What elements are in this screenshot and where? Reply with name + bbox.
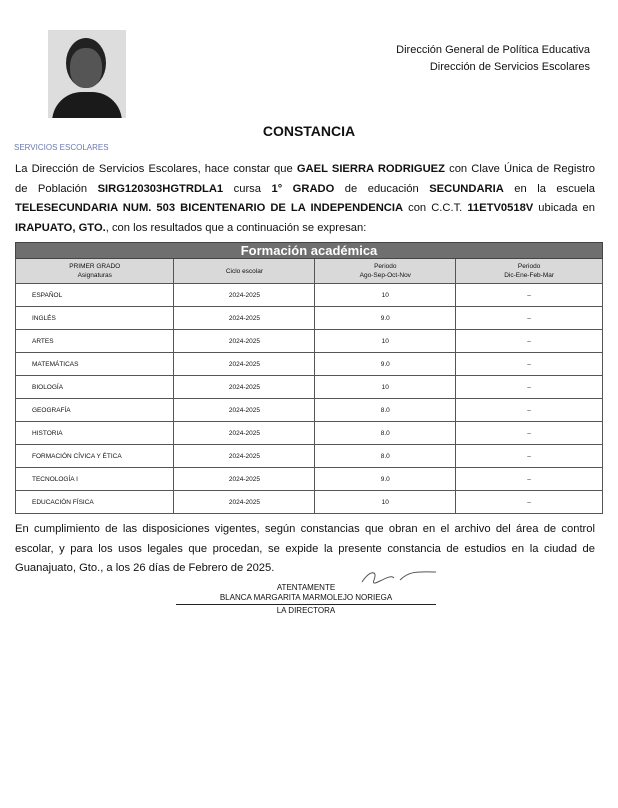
table-cell: BIOLOGÍA <box>14 375 175 399</box>
grade: 1° GRADO <box>271 182 335 195</box>
table-cell: 2024-2025 <box>173 375 316 399</box>
table-cell: INGLÉS <box>14 306 175 330</box>
student-name: GAEL SIERRA RODRIGUEZ <box>296 163 445 175</box>
table-cell: 10 <box>314 283 457 307</box>
header-line: Periodo <box>374 263 397 270</box>
table-cell: 9.0 <box>314 306 457 330</box>
closing-word: ATENTAMENTE <box>276 582 336 592</box>
table-row: INGLÉS 2024-2025 9.0– <box>14 306 603 330</box>
table-row: ESPAÑOL 2024-2025 10– <box>14 283 603 307</box>
signature-block: ATENTAMENTE BLANCA MARGARITA MARMOLEJO N… <box>176 583 436 616</box>
column-header: PRIMER GRADO Asignaturas <box>14 258 175 284</box>
table-cell: 8.0 <box>314 444 457 468</box>
table-cell: 10 <box>314 329 457 353</box>
table-cell: 2024-2025 <box>173 329 316 353</box>
table-cell: 10 <box>314 375 457 399</box>
stamp-text: SERVICIOS ESCOLARES <box>14 143 109 152</box>
table-cell: 2024-2025 <box>173 398 316 422</box>
table-cell: 2024-2025 <box>173 306 316 330</box>
table-row: EDUCACIÓN FÍSICA 2024-2025 10– <box>14 490 603 514</box>
text: La Dirección de Servicios Escolares, hac… <box>15 163 297 175</box>
table-cell: 10 <box>314 490 457 514</box>
document-body: La Dirección de Servicios Escolares, hac… <box>14 160 603 616</box>
column-header: Periodo Ago-Sep-Oct-Nov <box>314 258 457 284</box>
table-row: GEOGRAFÍA 2024-2025 8.0– <box>14 398 603 422</box>
text: de educación <box>334 182 430 195</box>
table-cell: MATEMÁTICAS <box>14 352 175 376</box>
table-cell: 2024-2025 <box>173 421 316 445</box>
table-cell: – <box>455 329 603 353</box>
text: con Clave Única de Registro de Población <box>15 163 596 195</box>
table-cell: – <box>455 306 603 330</box>
grades-table: Formación académica PRIMER GRADO Asignatu… <box>14 242 603 514</box>
document-title: CONSTANCIA <box>262 123 356 139</box>
signer-name: BLANCA MARGARITA MARMOLEJO NORIEGA <box>219 592 393 602</box>
table-cell: HISTORIA <box>14 421 175 445</box>
table-cell: ARTES <box>14 329 175 353</box>
table-cell: – <box>455 283 603 307</box>
level: SECUNDARIA <box>429 182 504 195</box>
signature-line <box>176 603 436 605</box>
closing-paragraph: En cumplimiento de las disposiciones vig… <box>15 523 595 574</box>
table-cell: 2024-2025 <box>173 352 316 376</box>
table-row: TECNOLOGÍA I 2024-2025 9.0– <box>14 467 603 491</box>
text: con C.C.T. <box>403 202 468 214</box>
table-row: FORMACIÓN CÍVICA Y ÉTICA 2024-2025 8.0– <box>14 444 603 468</box>
table-cell: – <box>455 352 603 376</box>
table-cell: – <box>455 421 603 445</box>
issuer-header: Dirección General de Política Educativa … <box>396 42 590 76</box>
header-line: Dic-Ene-Feb-Mar <box>504 272 555 279</box>
header-line: Ago-Sep-Oct-Nov <box>359 272 411 279</box>
curp: SIRG120303HGTRDLA1 <box>97 182 224 195</box>
text: , con los resultados que a continuación … <box>105 221 367 234</box>
table-cell: EDUCACIÓN FÍSICA <box>14 490 175 514</box>
column-header-row: PRIMER GRADO Asignaturas Ciclo escolar Peri… <box>14 258 603 284</box>
issuer-line-1: Dirección General de Política Educativa <box>396 44 590 56</box>
table-cell: 2024-2025 <box>173 490 316 514</box>
table-cell: FORMACIÓN CÍVICA Y ÉTICA <box>14 444 175 468</box>
table-row: HISTORIA 2024-2025 8.0– <box>14 421 603 445</box>
issuer-line-2: Dirección de Servicios Escolares <box>429 61 590 73</box>
text: cursa <box>223 182 272 195</box>
table-cell: – <box>455 490 603 514</box>
table-cell: – <box>455 375 603 399</box>
intro-paragraph: La Dirección de Servicios Escolares, hac… <box>15 160 595 238</box>
table-cell: 9.0 <box>314 352 457 376</box>
text: en la escuela <box>503 182 595 195</box>
table-row: BIOLOGÍA 2024-2025 10– <box>14 375 603 399</box>
table-cell: 8.0 <box>314 398 457 422</box>
table-cell: 2024-2025 <box>173 444 316 468</box>
table-row: ARTES 2024-2025 10– <box>14 329 603 353</box>
table-cell: 2024-2025 <box>173 467 316 491</box>
header-line: Ciclo escolar <box>225 267 264 275</box>
header-line: Periodo <box>517 263 541 270</box>
text: ubicada en <box>533 202 595 214</box>
column-header: Ciclo escolar <box>173 258 316 284</box>
table-cell: TECNOLOGÍA I <box>14 467 175 491</box>
table-cell: – <box>455 398 603 422</box>
header-line: Asignaturas <box>77 272 112 279</box>
table-title: Formación académica <box>15 242 603 259</box>
table-cell: – <box>455 467 603 491</box>
signer-role: LA DIRECTORA <box>276 605 336 615</box>
signature-scribble <box>361 571 437 584</box>
school-name: TELESECUNDARIA NUM. 503 BICENTENARIO DE … <box>15 202 404 214</box>
cct: 11ETV0518V <box>467 202 534 214</box>
table-cell: GEOGRAFÍA <box>14 398 175 422</box>
table-cell: 2024-2025 <box>173 283 316 307</box>
column-header: Periodo Dic-Ene-Feb-Mar <box>455 258 603 284</box>
student-photo <box>48 30 126 118</box>
table-row: MATEMÁTICAS 2024-2025 9.0– <box>14 352 603 376</box>
table-cell: – <box>455 444 603 468</box>
table-cell: ESPAÑOL <box>14 283 175 307</box>
table-cell: 8.0 <box>314 421 457 445</box>
city: IRAPUATO, GTO. <box>15 221 106 234</box>
header-line: PRIMER GRADO <box>69 263 121 270</box>
table-cell: 9.0 <box>314 467 457 491</box>
